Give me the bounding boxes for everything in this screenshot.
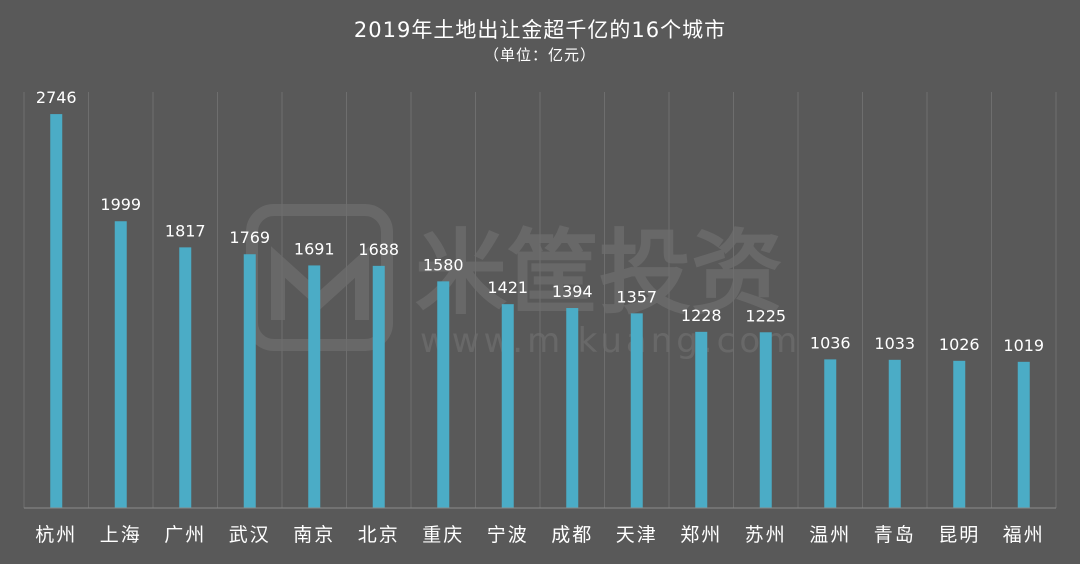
data-label-14: 1026 <box>939 335 980 354</box>
category-label-4: 南京 <box>293 524 335 546</box>
data-label-4: 1691 <box>294 239 335 258</box>
category-label-9: 天津 <box>616 524 658 546</box>
data-label-12: 1036 <box>810 333 851 352</box>
category-label-6: 重庆 <box>422 524 464 546</box>
bar-6 <box>437 281 450 508</box>
watermark: 米筐投资 www.mikuang.com <box>246 204 801 361</box>
data-label-1: 1999 <box>100 195 141 214</box>
category-label-11: 苏州 <box>745 524 787 546</box>
data-label-3: 1769 <box>229 228 270 247</box>
category-label-14: 昆明 <box>938 524 980 546</box>
bar-2 <box>179 247 192 508</box>
category-label-0: 杭州 <box>35 524 77 546</box>
category-label-10: 郑州 <box>680 524 722 546</box>
watermark-url: www.mikuang.com <box>420 321 801 361</box>
data-label-6: 1580 <box>423 255 464 274</box>
data-label-8: 1394 <box>552 282 593 301</box>
bar-7 <box>501 304 514 508</box>
data-label-15: 1019 <box>1003 336 1044 355</box>
category-label-1: 上海 <box>100 524 142 546</box>
data-label-7: 1421 <box>487 278 528 297</box>
bar-3 <box>243 254 256 508</box>
category-label-13: 青岛 <box>874 524 916 546</box>
category-label-12: 温州 <box>809 524 851 546</box>
chart-title: 2019年土地出让金超千亿的16个城市 <box>353 18 727 42</box>
bar-9 <box>630 313 643 508</box>
data-label-13: 1033 <box>874 334 915 353</box>
category-label-8: 成都 <box>551 524 593 546</box>
data-label-11: 1225 <box>745 306 786 325</box>
category-label-2: 广州 <box>164 524 206 546</box>
bar-1 <box>114 221 127 509</box>
category-label-15: 福州 <box>1003 524 1045 546</box>
bar-8 <box>566 308 579 508</box>
bar-12 <box>824 359 837 508</box>
watermark-brand: 米筐投资 <box>415 220 783 327</box>
data-label-5: 1688 <box>358 240 399 259</box>
bar-14 <box>953 360 966 508</box>
category-label-7: 宁波 <box>487 524 529 546</box>
data-label-2: 1817 <box>165 221 206 240</box>
chart-subtitle: （单位：亿元） <box>483 46 596 64</box>
bar-0 <box>50 114 63 508</box>
bar-11 <box>759 332 772 508</box>
bar-13 <box>888 359 901 508</box>
bar-10 <box>695 331 708 508</box>
category-label-5: 北京 <box>358 524 400 546</box>
bar-15 <box>1017 361 1030 508</box>
data-label-0: 2746 <box>36 88 77 107</box>
bar-4 <box>308 265 321 508</box>
category-label-3: 武汉 <box>229 524 271 546</box>
data-label-10: 1228 <box>681 306 722 325</box>
bar-5 <box>372 265 385 508</box>
data-label-9: 1357 <box>616 287 657 306</box>
